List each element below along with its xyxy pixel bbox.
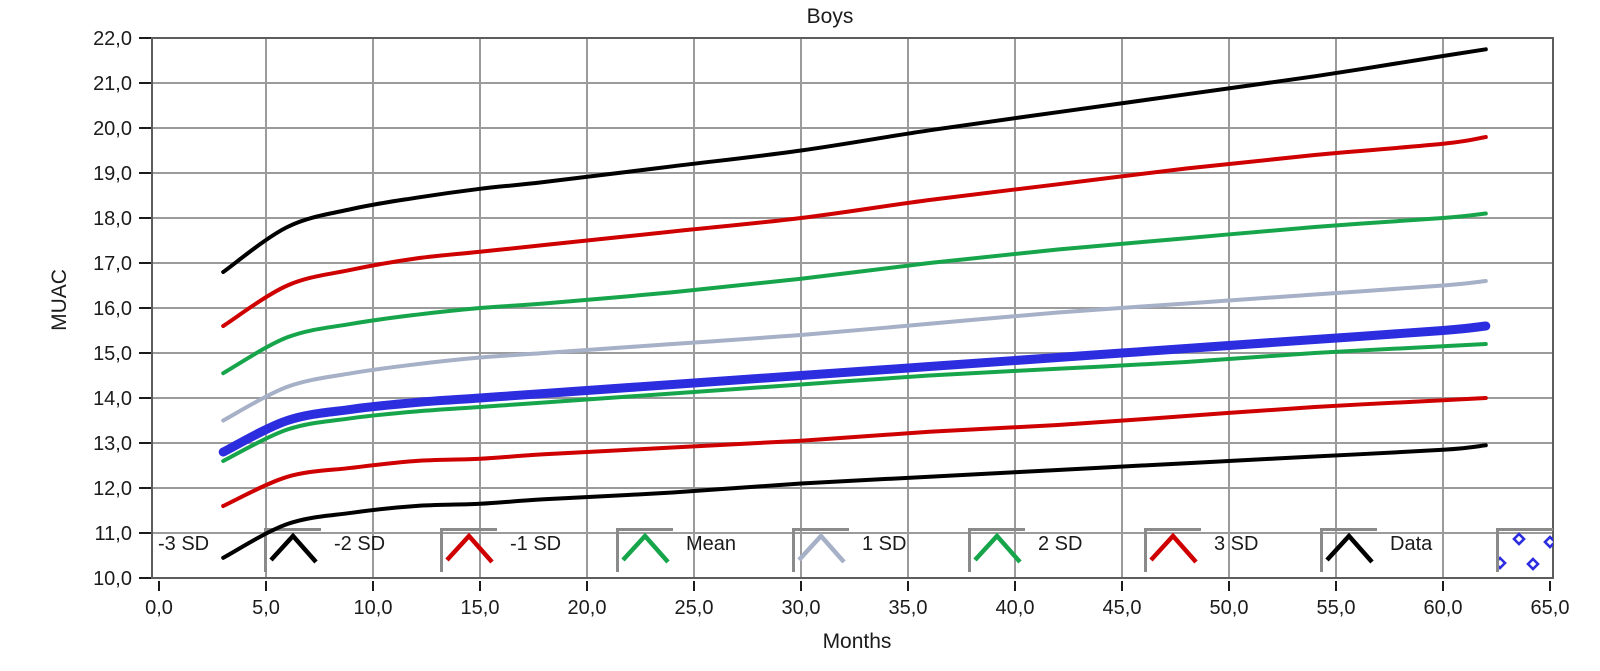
chart-title: Boys (806, 5, 854, 28)
legend-item--1-sd[interactable]: -1 SD (510, 526, 680, 576)
legend-item--2-sd[interactable]: -2 SD (334, 526, 504, 576)
legend-item-3-sd[interactable]: 3 SD (1214, 526, 1384, 576)
y-tick-label: 18,0 (93, 208, 132, 230)
line-sample-icon (269, 532, 318, 564)
legend-sample-line (1320, 528, 1377, 572)
y-tick-label: 15,0 (93, 343, 132, 365)
x-tick-label: 35,0 (889, 597, 928, 619)
legend-sample-line (440, 528, 497, 572)
x-tick-label: 30,0 (782, 597, 821, 619)
axis-ticks (139, 37, 1551, 591)
line-sample-icon (445, 532, 494, 564)
diamond-marker-icon (1512, 532, 1526, 546)
y-tick-label: 14,0 (93, 388, 132, 410)
x-tick-label: 60,0 (1424, 597, 1463, 619)
x-axis-title: Months (822, 630, 892, 653)
y-axis-title: MUAC (48, 269, 71, 331)
legend-sample-line (264, 528, 321, 572)
y-tick-label: 21,0 (93, 73, 132, 95)
legend-label: 1 SD (862, 533, 907, 555)
line-sample-icon (621, 532, 670, 564)
x-tick-label: 55,0 (1317, 597, 1356, 619)
line-sample-icon (1149, 532, 1198, 564)
y-tick-label: 16,0 (93, 298, 132, 320)
legend-label: Mean (686, 533, 737, 555)
y-tick-label: 22,0 (93, 28, 132, 50)
legend-item-1-sd[interactable]: 1 SD (862, 526, 1032, 576)
x-tick-label: 40,0 (996, 597, 1035, 619)
y-tick-label: 13,0 (93, 433, 132, 455)
x-tick-label: 25,0 (675, 597, 714, 619)
legend-label: -2 SD (334, 533, 386, 555)
y-tick-label: 12,0 (93, 478, 132, 500)
y-tick-label: 20,0 (93, 118, 132, 140)
legend-item--3-sd[interactable]: -3 SD (158, 526, 328, 576)
legend-item-data[interactable]: Data (1390, 526, 1560, 576)
diamond-marker-icon (1499, 556, 1507, 570)
legend-sample-line (1144, 528, 1201, 572)
diamond-marker-icon (1526, 557, 1540, 571)
x-tick-label: 50,0 (1210, 597, 1249, 619)
legend-label: 2 SD (1038, 533, 1083, 555)
legend-label: -3 SD (158, 533, 210, 555)
x-tick-label: 15,0 (461, 597, 500, 619)
line-sample-icon (797, 532, 846, 564)
y-tick-label: 19,0 (93, 163, 132, 185)
legend-label: -1 SD (510, 533, 562, 555)
x-tick-label: 10,0 (354, 597, 393, 619)
x-tick-label: 45,0 (1103, 597, 1142, 619)
legend-sample-line (792, 528, 849, 572)
line-sample-icon (1325, 532, 1374, 564)
legend-label: 3 SD (1214, 533, 1259, 555)
x-tick-label: 20,0 (568, 597, 607, 619)
legend-label: Data (1390, 533, 1433, 555)
line-sample-icon (973, 532, 1022, 564)
diamond-marker-icon (1543, 535, 1553, 549)
y-tick-label: 11,0 (95, 523, 132, 545)
legend-item-mean[interactable]: Mean (686, 526, 856, 576)
y-tick-label: 10,0 (93, 568, 132, 590)
y-tick-label: 17,0 (93, 253, 132, 275)
legend-item-2-sd[interactable]: 2 SD (1038, 526, 1208, 576)
x-tick-label: 5,0 (252, 597, 280, 619)
x-tick-label: 0,0 (145, 597, 173, 619)
legend-sample-scatter (1496, 528, 1553, 572)
legend-sample-line (968, 528, 1025, 572)
plot-border (151, 37, 1554, 579)
legend-sample-line (616, 528, 673, 572)
x-tick-label: 65,0 (1531, 597, 1570, 619)
